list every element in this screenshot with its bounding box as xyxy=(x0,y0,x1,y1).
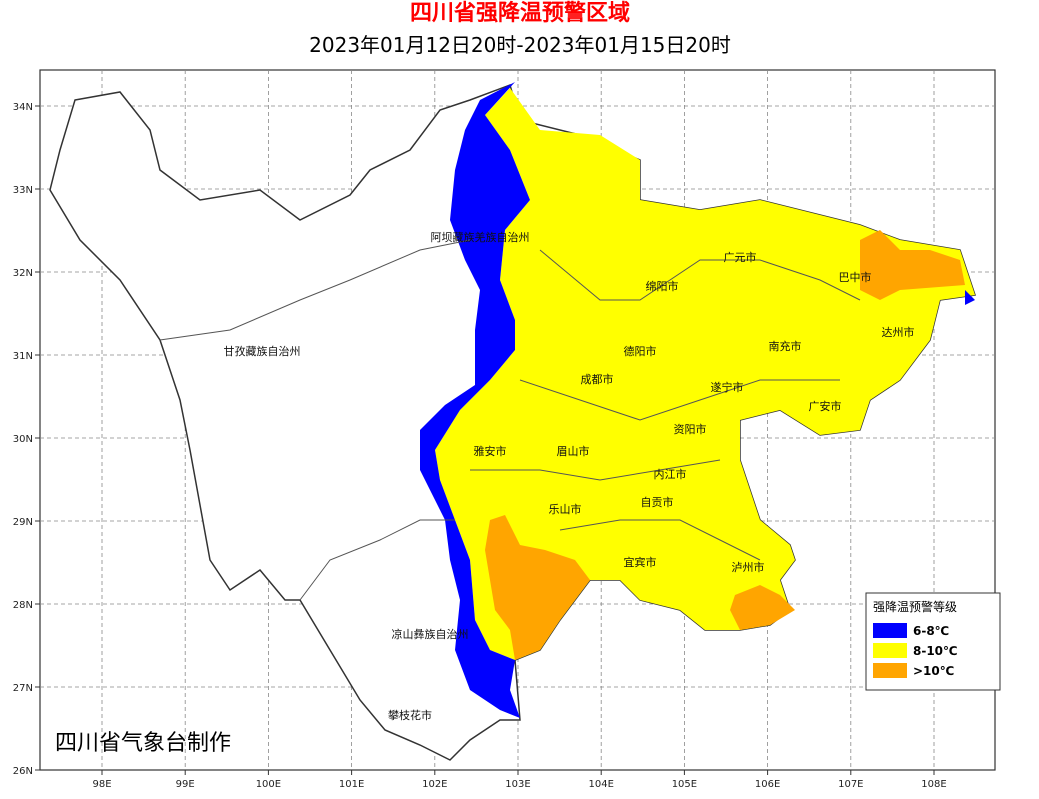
warning-area xyxy=(435,88,975,660)
place-label: 甘孜藏族自治州 xyxy=(224,344,301,358)
legend: 强降温预警等级 6-8℃ 8-10℃ >10℃ xyxy=(865,592,1001,691)
x-tick-label: 104E xyxy=(588,779,613,790)
place-label: 内江市 xyxy=(654,467,687,481)
place-label: 遂宁市 xyxy=(711,380,744,394)
place-label: 巴中市 xyxy=(839,270,872,284)
legend-label: >10℃ xyxy=(913,664,954,678)
place-label: 泸州市 xyxy=(732,560,765,574)
place-label: 资阳市 xyxy=(674,422,707,436)
x-tick-label: 98E xyxy=(92,779,111,790)
y-tick-label: 29N xyxy=(13,517,33,528)
warning-area xyxy=(730,585,795,630)
x-tick-label: 100E xyxy=(256,779,281,790)
warning-area xyxy=(965,290,975,305)
y-tick-label: 26N xyxy=(13,766,33,777)
place-label: 阿坝藏族羌族自治州 xyxy=(431,230,530,244)
place-label: 德阳市 xyxy=(624,344,657,358)
legend-title: 强降温预警等级 xyxy=(873,599,957,614)
place-label: 自贡市 xyxy=(641,495,674,509)
legend-box xyxy=(865,592,1001,691)
warning-area xyxy=(860,230,965,300)
place-label: 宜宾市 xyxy=(624,555,657,569)
warning-area xyxy=(485,515,590,660)
legend-label: 8-10℃ xyxy=(913,644,958,658)
place-label: 雅安市 xyxy=(474,444,507,458)
y-tick-label: 31N xyxy=(13,351,33,362)
y-tick-label: 34N xyxy=(13,102,33,113)
x-tick-label: 103E xyxy=(505,779,530,790)
place-label: 攀枝花市 xyxy=(388,708,432,722)
place-label: 绵阳市 xyxy=(646,279,679,293)
place-label: 乐山市 xyxy=(549,502,582,516)
warning-area xyxy=(420,82,530,718)
y-tick-label: 30N xyxy=(13,434,33,445)
x-tick-label: 101E xyxy=(339,779,364,790)
place-label: 达州市 xyxy=(882,325,915,339)
legend-swatch xyxy=(873,663,907,678)
legend-swatch xyxy=(873,623,907,638)
place-label: 广元市 xyxy=(724,250,757,264)
county-borders xyxy=(159,239,861,601)
place-label: 眉山市 xyxy=(557,444,590,458)
place-label: 成都市 xyxy=(581,372,614,386)
legend-swatch xyxy=(873,643,907,658)
x-tick-label: 108E xyxy=(921,779,946,790)
place-label: 凉山彝族自治州 xyxy=(392,627,469,641)
x-tick-label: 105E xyxy=(672,779,697,790)
place-label: 南充市 xyxy=(769,339,802,353)
y-tick-label: 28N xyxy=(13,600,33,611)
x-tick-label: 107E xyxy=(838,779,863,790)
title: 四川省强降温预警区域 xyxy=(410,0,630,26)
subtitle: 2023年01月12日20时-2023年01月15日20时 xyxy=(309,33,731,57)
y-tick-label: 27N xyxy=(13,683,33,694)
credit: 四川省气象台制作 xyxy=(55,731,231,756)
x-tick-label: 99E xyxy=(176,779,195,790)
legend-items: 6-8℃ 8-10℃ >10℃ xyxy=(873,623,958,678)
legend-label: 6-8℃ xyxy=(913,624,949,638)
place-label: 广安市 xyxy=(809,399,842,413)
x-tick-label: 106E xyxy=(755,779,780,790)
y-tick-label: 32N xyxy=(13,268,33,279)
y-tick-label: 33N xyxy=(13,185,33,196)
x-tick-label: 102E xyxy=(422,779,447,790)
